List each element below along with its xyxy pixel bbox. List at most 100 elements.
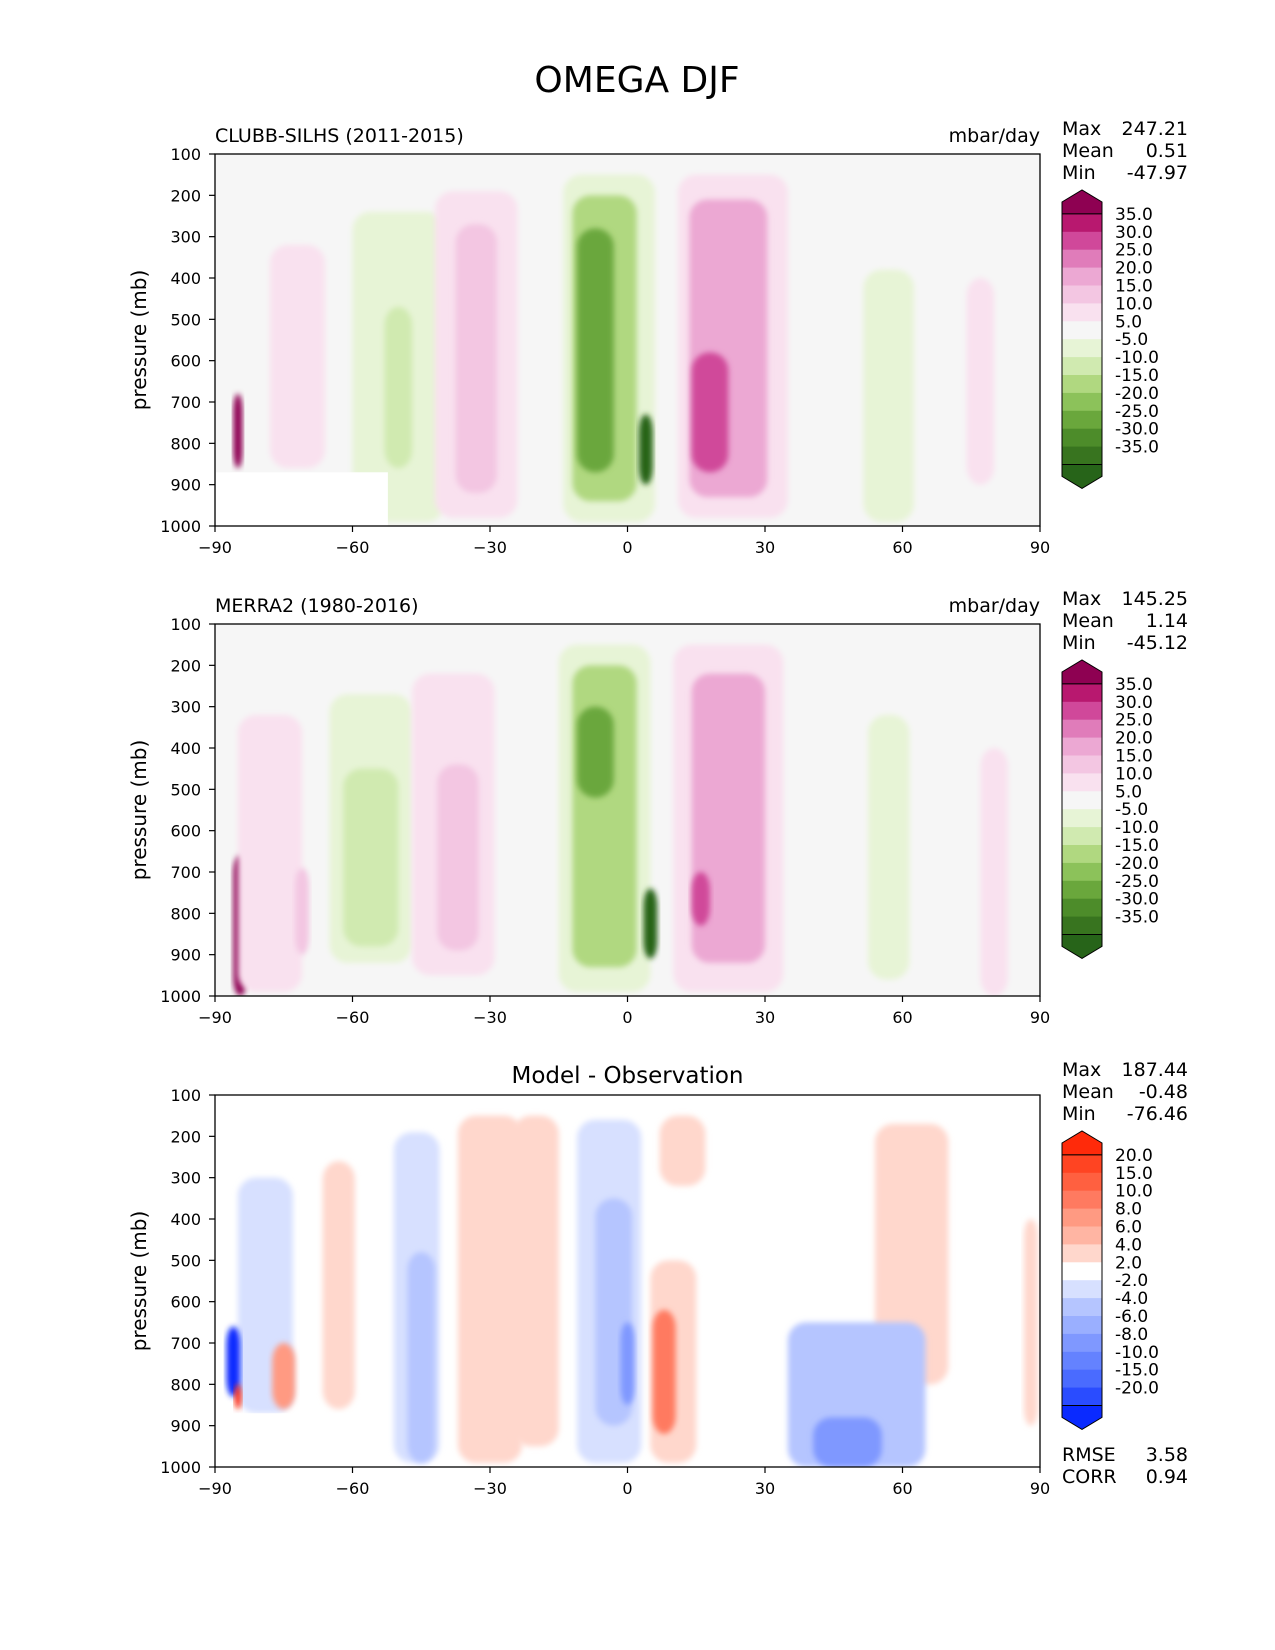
y-tick-label: 300	[170, 1169, 201, 1188]
colorbar-label: 30.0	[1115, 223, 1153, 243]
y-tick-label: 300	[170, 228, 201, 247]
colorbar-label: -20.0	[1115, 384, 1159, 404]
colorbar-swatch	[1062, 755, 1102, 774]
contour-feature	[233, 393, 243, 469]
stat-label: RMSE	[1062, 1444, 1116, 1466]
colorbar-label: -25.0	[1115, 402, 1159, 422]
colorbar-label: 4.0	[1115, 1235, 1142, 1255]
contour-feature	[868, 714, 910, 980]
contour-feature	[620, 1322, 635, 1405]
colorbar-swatch	[1062, 1333, 1102, 1353]
colorbar-label: 15.0	[1115, 277, 1153, 297]
x-tick-label: 30	[755, 1008, 775, 1027]
colorbar-label: -10.0	[1115, 818, 1159, 838]
y-tick-label: 800	[170, 1375, 201, 1394]
stat-value: -47.97	[1127, 162, 1188, 184]
colorbar-swatch	[1062, 809, 1102, 828]
stat-value: 0.51	[1146, 140, 1188, 162]
x-tick-label: −30	[473, 1008, 507, 1027]
y-tick-label: 200	[170, 656, 201, 675]
contour-feature	[1023, 1219, 1038, 1426]
y-tick-label: 100	[170, 145, 201, 164]
masked-region	[216, 1413, 388, 1467]
y-tick-label: 500	[170, 1251, 201, 1270]
colorbar-label: -5.0	[1115, 800, 1148, 820]
colorbar-label: 10.0	[1115, 764, 1153, 784]
colorbar-label: -5.0	[1115, 330, 1148, 350]
colorbar-swatch	[1062, 719, 1102, 739]
contour-feature	[691, 352, 729, 473]
colorbar-label: 25.0	[1115, 241, 1153, 261]
colorbar-label: -25.0	[1115, 872, 1159, 892]
y-tick-label: 400	[170, 739, 201, 758]
y-tick-label: 600	[170, 352, 201, 371]
colorbar-label: -15.0	[1115, 836, 1159, 856]
colorbar-label: 2.0	[1115, 1253, 1142, 1273]
colorbar-label: 35.0	[1115, 205, 1153, 225]
colorbar-label: -15.0	[1115, 366, 1159, 386]
y-tick-label: 800	[170, 434, 201, 453]
x-tick-label: −60	[336, 1479, 370, 1498]
y-tick-label: 200	[170, 186, 201, 205]
contour-fill	[226, 1115, 1038, 1467]
x-tick-label: −60	[336, 538, 370, 557]
contour-feature	[237, 714, 303, 992]
stat-label: Min	[1062, 162, 1096, 184]
colorbar-label: 15.0	[1115, 747, 1153, 767]
figure-title: OMEGA DJF	[534, 60, 739, 101]
contour-feature	[863, 269, 914, 522]
colorbar-label: -4.0	[1115, 1289, 1148, 1309]
colorbar-swatch	[1062, 1226, 1102, 1245]
y-tick-label: 600	[170, 1293, 201, 1312]
stat-label: Max	[1062, 588, 1101, 610]
colorbar-label: 35.0	[1115, 675, 1153, 695]
contour-feature	[272, 1343, 296, 1410]
stat-label: Max	[1062, 118, 1101, 140]
colorbar-frame	[1061, 683, 1103, 936]
y-tick-label: 500	[170, 310, 201, 329]
y-tick-label: 1000	[160, 517, 201, 536]
colorbar-swatch	[1062, 339, 1102, 358]
colorbar-swatch	[1062, 321, 1102, 340]
contour-feature	[226, 1326, 241, 1397]
colorbar-swatch	[1062, 1280, 1102, 1299]
colorbar-swatch	[1062, 1369, 1102, 1389]
stat-value: 247.21	[1122, 118, 1188, 140]
colorbar-label: 20.0	[1115, 729, 1153, 749]
colorbar-swatch	[1062, 392, 1102, 412]
colorbar-label: -30.0	[1115, 890, 1159, 910]
y-tick-label: 100	[170, 615, 201, 634]
x-tick-label: 0	[622, 1479, 632, 1498]
x-tick-label: −60	[336, 1008, 370, 1027]
colorbar-swatch	[1062, 267, 1102, 286]
stat-value: 3.58	[1146, 1444, 1188, 1466]
colorbar-swatch	[1062, 1298, 1102, 1317]
x-tick-label: 60	[892, 538, 912, 557]
y-tick-label: 300	[170, 698, 201, 717]
colorbar-label: -20.0	[1115, 854, 1159, 874]
y-tick-label: 600	[170, 822, 201, 841]
contour-feature	[643, 888, 658, 959]
x-tick-label: −30	[473, 1479, 507, 1498]
colorbar-swatch	[1062, 880, 1102, 900]
x-tick-label: −90	[198, 1479, 232, 1498]
colorbar-swatch	[1062, 375, 1102, 394]
contour-feature	[652, 1309, 676, 1434]
colorbar-swatch	[1062, 285, 1102, 304]
contour-feature	[407, 1252, 435, 1463]
y-axis-label: pressure (mb)	[127, 740, 151, 881]
colorbar-swatch	[1062, 827, 1102, 846]
stat-label: CORR	[1062, 1466, 1117, 1488]
contour-feature	[234, 1384, 242, 1410]
x-tick-label: 90	[1030, 1008, 1050, 1027]
colorbar-label: 25.0	[1115, 711, 1153, 731]
stat-value: -45.12	[1127, 632, 1188, 654]
colorbar-label: 6.0	[1115, 1218, 1142, 1238]
colorbar-swatch	[1062, 791, 1102, 810]
contour-feature	[343, 768, 399, 947]
y-tick-label: 200	[170, 1127, 201, 1146]
